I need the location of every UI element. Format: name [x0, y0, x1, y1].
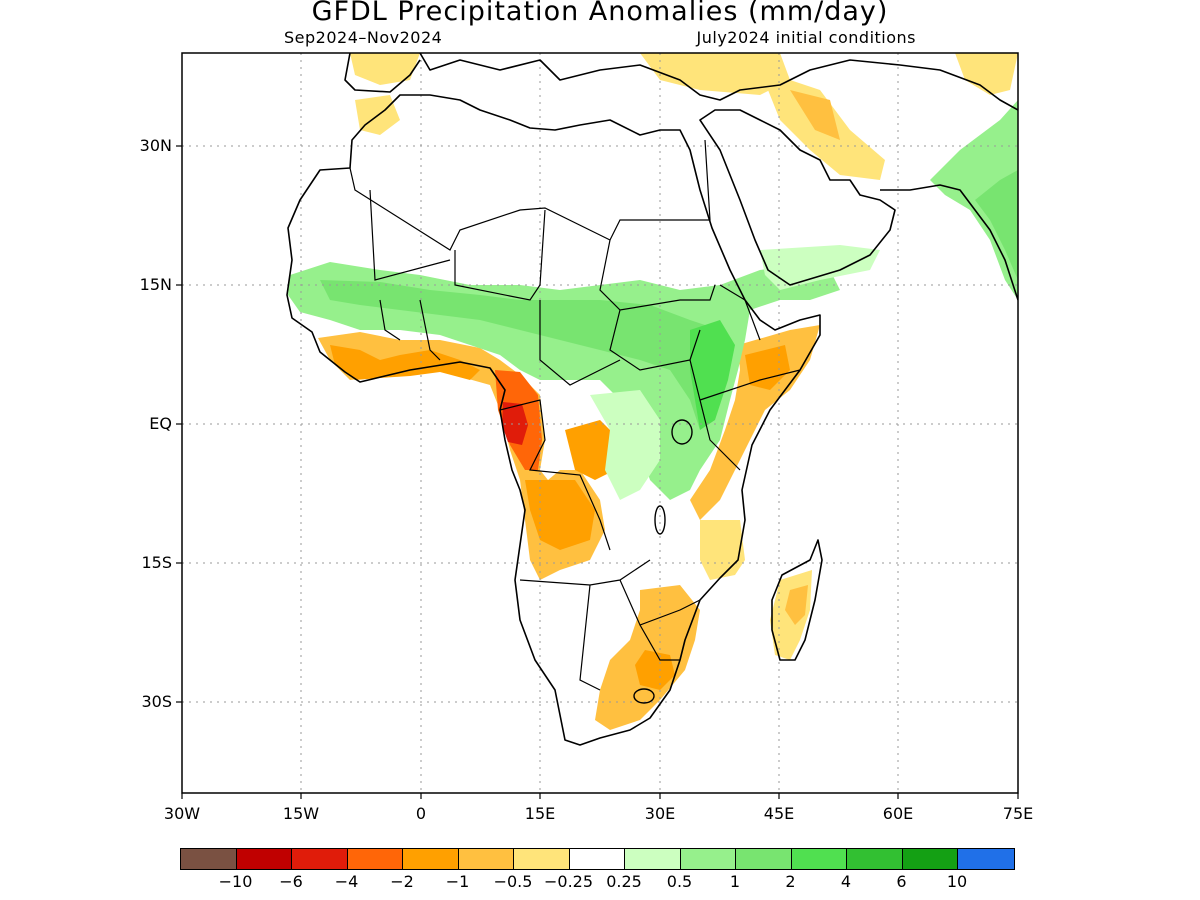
color-bar-label: 4 — [840, 872, 852, 891]
lon-label-30e: 30E — [644, 804, 676, 823]
wet-anomalies — [288, 100, 1018, 500]
horn-of-africa-dry — [690, 325, 820, 520]
color-bar-label: −0.25 — [543, 872, 594, 891]
color-bar-swatch — [847, 849, 903, 869]
color-bar-swatch — [236, 849, 292, 869]
color-bar-swatch — [403, 849, 459, 869]
map-frame — [181, 52, 1019, 794]
color-bar-swatch — [181, 849, 237, 869]
color-bar-label: −6 — [279, 872, 303, 891]
angola-dry — [525, 480, 595, 550]
color-bar-label: −1 — [445, 872, 470, 891]
color-bar-label: −4 — [334, 872, 359, 891]
sahel-wet — [288, 262, 840, 500]
color-bar-swatch — [736, 849, 792, 869]
lat-label-30s: 30S — [141, 692, 172, 711]
graticule — [182, 53, 1018, 793]
congo-dry-core — [502, 402, 528, 445]
central-africa-wet — [590, 390, 660, 500]
color-bar-swatch — [347, 849, 403, 869]
color-bar-label: −10 — [218, 872, 253, 891]
color-bar-swatch — [292, 849, 348, 869]
color-bar-swatch — [625, 849, 681, 869]
dry-anomalies — [318, 53, 1018, 730]
color-bar-label: −0.5 — [493, 872, 533, 891]
arabia-wet — [760, 245, 880, 290]
lon-label-75e: 75E — [1002, 804, 1034, 823]
sahel-wet-core — [320, 280, 730, 430]
great-lakes-wet-core — [690, 320, 735, 430]
lon-label-45e: 45E — [763, 804, 795, 823]
lat-label-eq: EQ — [149, 414, 172, 433]
lat-label-15s: 15S — [141, 553, 172, 572]
color-bar-label: 2 — [785, 872, 796, 891]
ethiopia-dry-core — [745, 345, 790, 390]
initial-conditions: July2024 initial conditions — [696, 28, 916, 47]
lakes — [633, 419, 693, 704]
india-wet — [930, 100, 1018, 300]
color-bar — [180, 848, 1015, 870]
north-africa-dry-2 — [350, 53, 420, 85]
arabia-coast — [699, 109, 896, 286]
india-wet-core — [975, 170, 1018, 280]
color-bar-swatch — [458, 849, 514, 869]
color-bar-label: 6 — [896, 872, 907, 891]
color-bar-swatch — [569, 849, 625, 869]
color-bar-label: 0.25 — [606, 872, 642, 891]
iran-india-coast — [880, 184, 1018, 301]
middle-east-dry-core — [790, 90, 840, 140]
lon-label-30w: 30W — [163, 804, 201, 823]
color-bar-label: 1 — [729, 872, 741, 891]
color-bar-swatch — [902, 849, 958, 869]
mediterranean-north-coast — [419, 53, 1018, 111]
lon-label-15w: 15W — [282, 804, 320, 823]
color-bar-label: −2 — [390, 872, 414, 891]
color-bar-swatch — [791, 849, 847, 869]
caspian-dry — [955, 53, 1018, 95]
color-bar-label: 10 — [946, 872, 968, 891]
east-africa-coast-dry — [700, 520, 745, 580]
iberia-coast — [344, 53, 421, 93]
lon-label-60e: 60E — [882, 804, 914, 823]
country-borders — [349, 139, 801, 691]
color-bar-swatch — [680, 849, 736, 869]
mediterranean-dry — [640, 53, 790, 95]
forecast-period: Sep2024–Nov2024 — [284, 28, 443, 47]
lon-label-15e: 15E — [524, 804, 556, 823]
lon-label-0: 0 — [415, 804, 427, 823]
color-bar-swatch — [514, 849, 570, 869]
axis-ticks — [176, 145, 1019, 799]
color-bar-swatch — [958, 849, 1014, 869]
ivory-coast-dry — [330, 345, 480, 380]
madagascar-coast — [771, 539, 823, 661]
map-title: GFDL Precipitation Anomalies (mm/day) — [311, 0, 889, 27]
lat-label-15n: 15N — [139, 275, 172, 294]
lat-label-30n: 30N — [139, 136, 172, 155]
madagascar-dry-core — [785, 585, 808, 625]
color-bar-label: 0.5 — [666, 872, 693, 891]
